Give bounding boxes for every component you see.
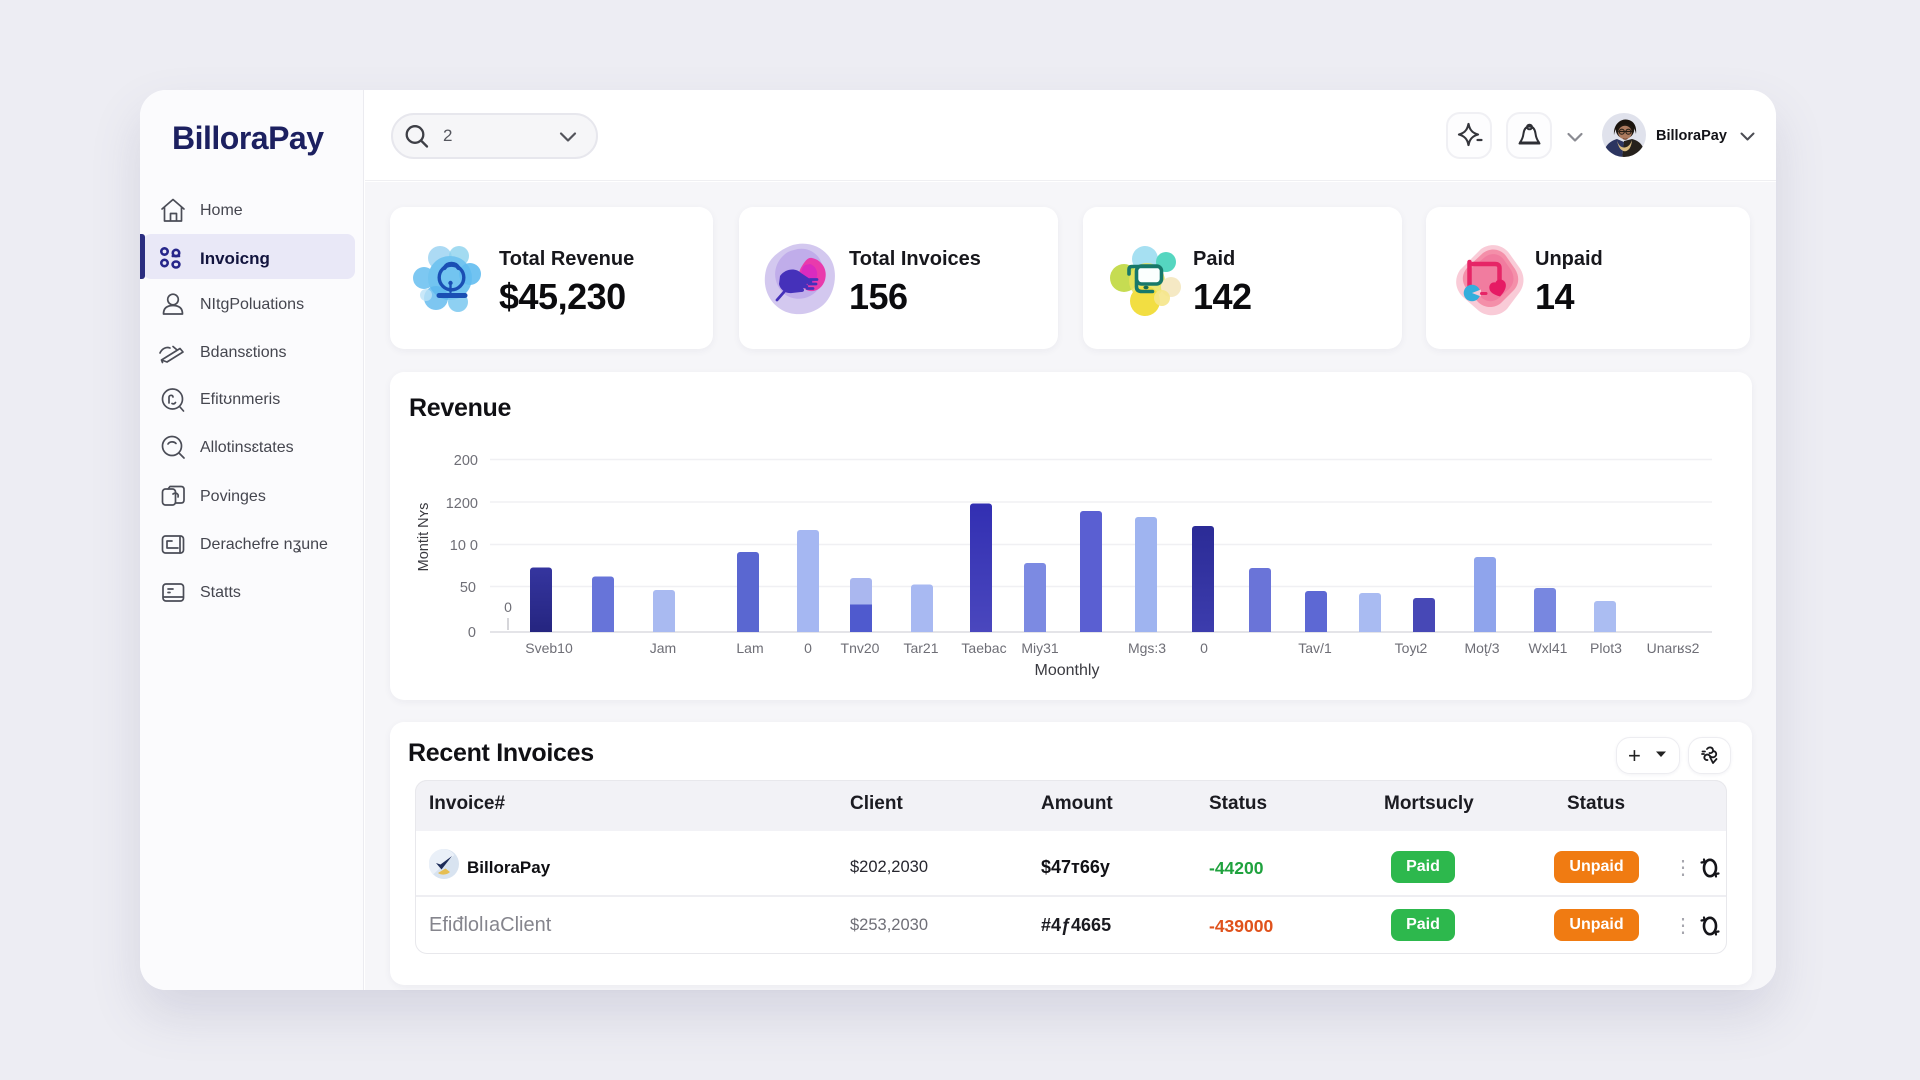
svg-text:0: 0 — [1200, 640, 1208, 656]
svg-text:Toyɩ2: Toyɩ2 — [1395, 640, 1428, 656]
svg-text:Unarʁs2: Unarʁs2 — [1647, 640, 1700, 656]
svg-text:10 0: 10 0 — [450, 538, 478, 554]
svg-text:Tav/1: Tav/1 — [1298, 640, 1332, 656]
svg-text:200: 200 — [454, 453, 478, 469]
svg-text:0: 0 — [504, 599, 512, 615]
svg-text:Wxl41: Wxl41 — [1529, 640, 1568, 656]
svg-text:Lam: Lam — [736, 640, 763, 656]
svg-text:Taebac: Taebac — [961, 640, 1006, 656]
svg-text:Moonthly: Moonthly — [1035, 662, 1100, 679]
svg-text:Montit Nʏs: Montit Nʏs — [416, 503, 432, 572]
svg-text:Miy31: Miy31 — [1021, 640, 1059, 656]
svg-text:0: 0 — [468, 625, 476, 641]
svg-text:Jam: Jam — [650, 640, 676, 656]
svg-text:Tar21: Tar21 — [903, 640, 938, 656]
svg-text:50: 50 — [460, 580, 476, 596]
svg-text:Tnv20: Tnv20 — [841, 640, 880, 656]
svg-text:1200: 1200 — [446, 496, 478, 512]
svg-text:Mgs:3: Mgs:3 — [1128, 640, 1166, 656]
svg-text:Plot3: Plot3 — [1590, 640, 1622, 656]
svg-text:0: 0 — [804, 640, 812, 656]
svg-text:Sveb10: Sveb10 — [525, 640, 573, 656]
svg-text:Mot̨/3: Mot̨/3 — [1464, 640, 1499, 656]
